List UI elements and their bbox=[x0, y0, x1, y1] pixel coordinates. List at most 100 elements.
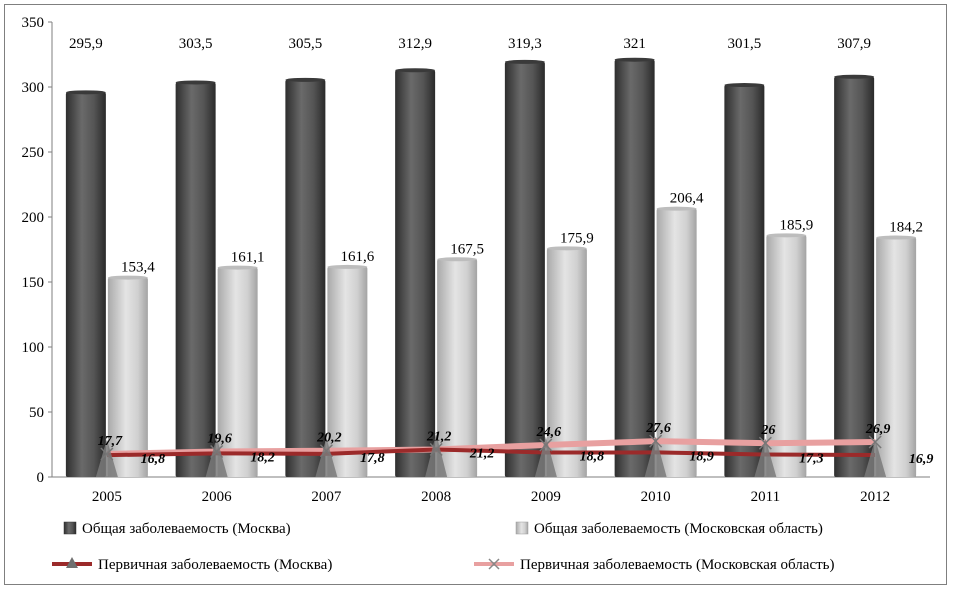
bar-top-cap bbox=[395, 68, 436, 73]
data-label-moscow-primary: 18,8 bbox=[580, 450, 605, 465]
x-marker bbox=[868, 435, 882, 449]
bar-moscow-total bbox=[175, 82, 216, 477]
x-marker bbox=[429, 442, 443, 456]
y-tick-label: 200 bbox=[22, 210, 45, 226]
x-tick-labels: 2005 2006 2007 2008 2009 2010 2011 2012 bbox=[92, 489, 890, 505]
data-label-region-primary: 27,6 bbox=[645, 421, 671, 436]
bar-top-cap bbox=[656, 206, 697, 211]
y-tick-label: 100 bbox=[22, 340, 45, 356]
data-label-moscow-primary: 17,8 bbox=[360, 451, 385, 466]
x-tick-label: 2012 bbox=[860, 489, 890, 505]
bar-top-cap bbox=[546, 246, 587, 251]
data-label-moscow-total: 301,5 bbox=[728, 36, 762, 52]
x-marker bbox=[319, 444, 333, 458]
bars bbox=[65, 57, 917, 478]
bar-top-cap bbox=[614, 57, 655, 62]
bar-top-cap bbox=[175, 80, 216, 85]
legend: Общая заболеваемость (Москва) Общая забо… bbox=[52, 521, 835, 573]
data-label-moscow-primary: 16,9 bbox=[909, 452, 934, 467]
legend-label: Первичная заболеваемость (Московская обл… bbox=[520, 557, 835, 573]
data-label-region-total: 206,4 bbox=[670, 191, 704, 207]
bar-region-total bbox=[217, 267, 258, 477]
data-label-region-total: 153,4 bbox=[121, 260, 155, 276]
lines bbox=[95, 433, 887, 477]
bar-region-total bbox=[437, 259, 478, 477]
bar-moscow-total bbox=[395, 70, 436, 477]
bar-region-total bbox=[656, 208, 697, 477]
bar-top-cap bbox=[724, 83, 765, 88]
triangle-marker bbox=[644, 436, 667, 477]
bar-top-cap bbox=[107, 275, 148, 280]
data-label-moscow-primary: 21,2 bbox=[469, 446, 495, 461]
data-label-region-primary: 20,2 bbox=[316, 431, 342, 446]
data-label-moscow-primary: 18,2 bbox=[250, 450, 275, 465]
bar-region-total bbox=[876, 237, 917, 477]
triangle-marker bbox=[205, 437, 228, 477]
data-label-moscow-total: 303,5 bbox=[179, 36, 213, 52]
x-tick-label: 2010 bbox=[641, 489, 671, 505]
legend-triangle-marker bbox=[66, 557, 78, 568]
x-tick-label: 2011 bbox=[751, 489, 780, 505]
y-tick-label: 350 bbox=[22, 15, 45, 31]
y-tick-label: 0 bbox=[37, 470, 45, 486]
bar-top-cap bbox=[327, 264, 368, 269]
bar-top-cap bbox=[65, 90, 106, 95]
bar-moscow-total bbox=[724, 85, 765, 478]
y-tick-label: 50 bbox=[29, 405, 44, 421]
data-labels: 295,9 153,4 303,5 161,1 305,5 161,6 312,9 167,5… bbox=[69, 36, 933, 467]
data-label-region-primary: 24,6 bbox=[536, 425, 562, 440]
data-label-moscow-primary: 16,8 bbox=[141, 452, 166, 467]
triangle-marker bbox=[95, 439, 118, 477]
y-tick-label: 250 bbox=[22, 145, 45, 161]
triangle-marker bbox=[534, 436, 557, 477]
legend-item-moscow-total: Общая заболеваемость (Москва) bbox=[63, 521, 291, 537]
bar-top-cap bbox=[285, 77, 326, 82]
legend-swatch-light-bar bbox=[515, 521, 529, 535]
line-moscow-primary bbox=[106, 447, 876, 458]
x-marker bbox=[539, 438, 553, 452]
line-region-primary bbox=[106, 438, 876, 457]
y-tick-labels: 0 50 100 150 200 250 300 350 bbox=[22, 15, 52, 486]
data-label-moscow-primary: 17,3 bbox=[799, 452, 824, 467]
bar-top-cap bbox=[504, 59, 545, 64]
data-label-moscow-total: 295,9 bbox=[69, 36, 103, 52]
x-tick-label: 2005 bbox=[92, 489, 122, 505]
data-label-region-primary: 26 bbox=[760, 423, 775, 438]
bar-region-total bbox=[766, 235, 807, 477]
data-label-moscow-total: 305,5 bbox=[289, 36, 323, 52]
data-label-region-total: 184,2 bbox=[889, 220, 923, 236]
triangle-marker bbox=[425, 433, 448, 477]
y-tick-label: 300 bbox=[22, 80, 45, 96]
y-tick-label: 150 bbox=[22, 275, 45, 291]
triangle-marker bbox=[315, 437, 338, 477]
x-tick-label: 2009 bbox=[531, 489, 561, 505]
triangle-marker bbox=[754, 438, 777, 477]
bar-region-total bbox=[107, 277, 148, 477]
bar-top-cap bbox=[766, 233, 807, 238]
legend-label: Первичная заболеваемость (Москва) bbox=[98, 557, 332, 573]
data-label-region-primary: 21,2 bbox=[426, 429, 452, 444]
data-label-region-total: 185,9 bbox=[780, 217, 814, 233]
legend-item-region-total: Общая заболеваемость (Московская область… bbox=[515, 521, 823, 537]
bar-top-cap bbox=[834, 74, 875, 79]
data-label-moscow-total: 319,3 bbox=[508, 36, 542, 52]
triangle-marker bbox=[864, 439, 887, 477]
x-tick-label: 2006 bbox=[202, 489, 233, 505]
data-label-region-total: 161,1 bbox=[231, 250, 265, 266]
data-label-region-total: 167,5 bbox=[450, 241, 484, 257]
legend-label: Общая заболеваемость (Москва) bbox=[82, 521, 291, 537]
legend-swatch-dark-bar bbox=[63, 521, 77, 535]
bar-top-cap bbox=[876, 235, 917, 240]
data-label-region-primary: 17,7 bbox=[98, 434, 124, 449]
x-marker bbox=[649, 434, 663, 448]
bar-top-cap bbox=[217, 265, 258, 270]
data-label-moscow-total: 321 bbox=[623, 36, 646, 52]
legend-item-region-primary: Первичная заболеваемость (Московская обл… bbox=[474, 557, 835, 573]
data-label-moscow-primary: 18,9 bbox=[689, 449, 714, 464]
bar-moscow-total bbox=[285, 79, 326, 477]
data-label-moscow-total: 307,9 bbox=[837, 36, 871, 52]
bar-region-total bbox=[327, 266, 368, 477]
data-label-region-primary: 26,9 bbox=[865, 422, 891, 437]
data-label-moscow-total: 312,9 bbox=[398, 36, 432, 52]
